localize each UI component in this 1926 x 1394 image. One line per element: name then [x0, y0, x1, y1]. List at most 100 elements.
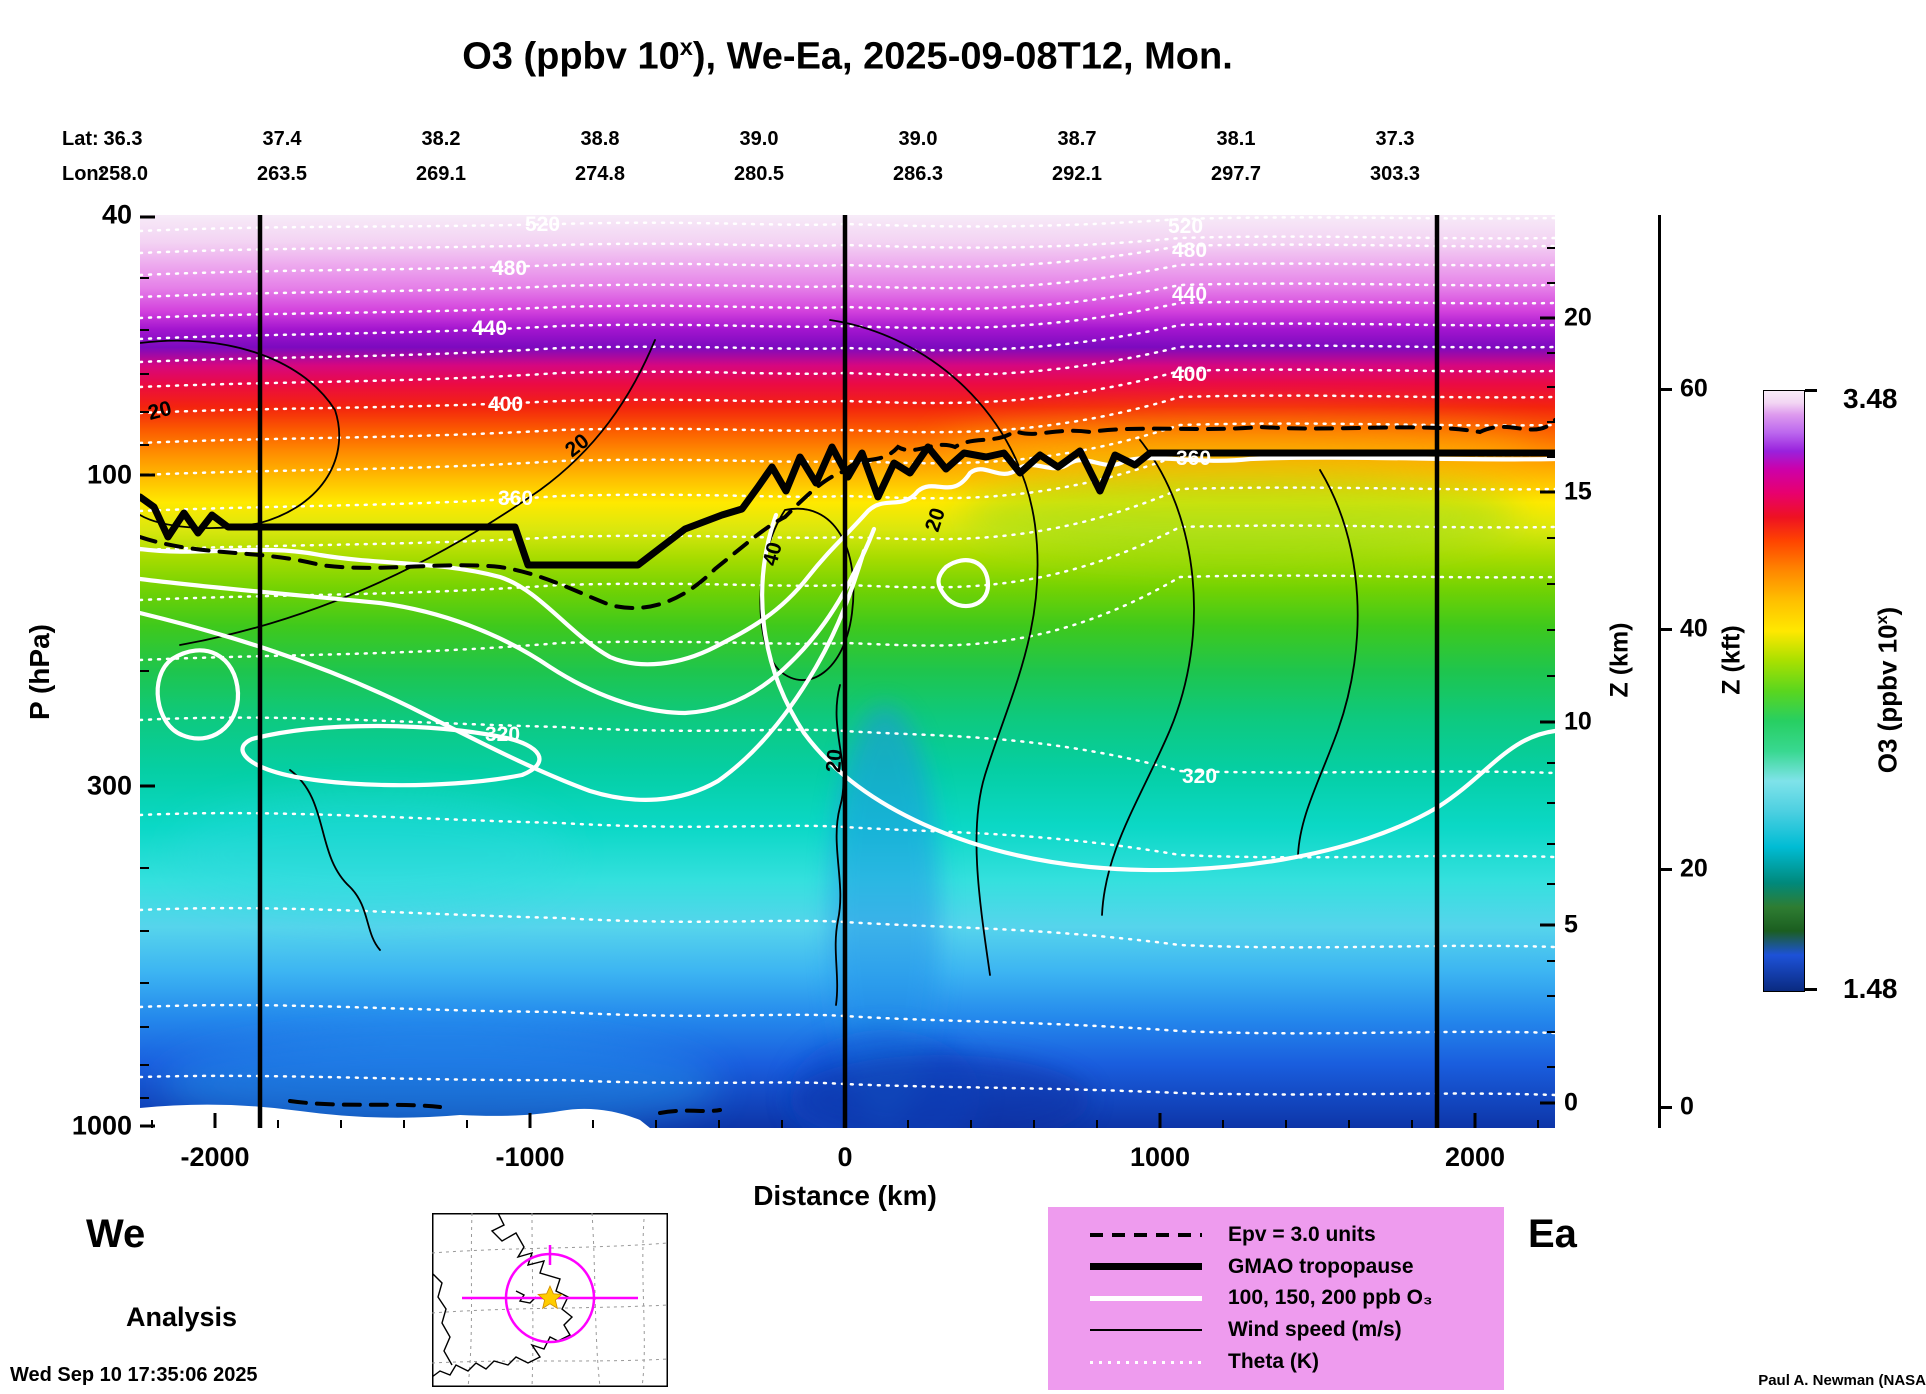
pressure-tick: 1000	[71, 1110, 132, 1141]
thick-line-icon	[1090, 1263, 1202, 1271]
pressure-tick: 40	[101, 199, 132, 230]
surface-terrain	[140, 1104, 650, 1128]
legend-row-wind: Wind speed (m/s)	[1090, 1318, 1504, 1342]
colorbar	[1763, 390, 1805, 992]
wind-contours	[140, 319, 1359, 1006]
theta-label: 360	[1176, 447, 1211, 470]
thin-line-icon	[1090, 1329, 1202, 1332]
dashed-line-icon	[1090, 1232, 1202, 1237]
colorbar-max: 3.48	[1843, 383, 1898, 414]
zkm-tick: 20	[1564, 303, 1592, 332]
zkft-axis-line	[1658, 215, 1661, 1128]
lon-value: 292.1	[1051, 163, 1103, 185]
lat-value: 38.2	[421, 128, 461, 150]
colorbar-min: 1.48	[1843, 973, 1898, 1004]
epv-contour	[140, 418, 1555, 1115]
theta-label: 400	[488, 393, 523, 416]
lon-value: 263.5	[256, 163, 308, 185]
pressure-tick: 300	[86, 770, 132, 801]
theta-label: 440	[1172, 283, 1207, 306]
lon-values-row: 258.0 263.5 269.1 274.8 280.5 286.3 292.…	[88, 163, 1430, 186]
theta-label: 360	[498, 487, 533, 510]
pressure-axis-label: P (hPa)	[24, 624, 55, 720]
theta-label: 480	[1172, 239, 1207, 262]
legend-row-ozone: 100, 150, 200 ppb O₃	[1090, 1286, 1504, 1310]
colorbar-tick-mark	[1805, 988, 1817, 991]
lon-value: 297.7	[1210, 163, 1262, 185]
theta-label: 520	[1168, 215, 1203, 238]
title-superscript: x	[679, 34, 693, 60]
white-line-icon	[1090, 1295, 1202, 1301]
distance-tick: -1000	[495, 1142, 565, 1172]
lon-value: 303.3	[1369, 163, 1421, 185]
timestamp: Wed Sep 10 17:35:06 2025	[10, 1364, 258, 1386]
theta-label: 320	[1182, 765, 1217, 788]
legend-row-epv: Epv = 3.0 units	[1090, 1223, 1504, 1247]
wind-label: 20	[146, 397, 174, 425]
east-end-label: Ea	[1528, 1212, 1577, 1256]
distance-tick: 1000	[1129, 1142, 1191, 1172]
zkm-tick: 5	[1564, 910, 1578, 939]
legend-label: 100, 150, 200 ppb O₃	[1228, 1286, 1433, 1310]
colorbar-tick-mark	[1805, 389, 1817, 392]
lat-value: 39.0	[739, 128, 779, 150]
map-graticule	[432, 1213, 668, 1387]
lat-values-row: 36.3 37.4 38.2 38.8 39.0 39.0 38.7 38.1 …	[88, 128, 1430, 151]
theta-label: 400	[1172, 363, 1207, 386]
analysis-label: Analysis	[126, 1302, 238, 1332]
cross-section-plot: 520 480 440 400 360 320 520 480 440 400 …	[140, 215, 1555, 1128]
lon-row-label: Lon:	[62, 163, 106, 185]
zkft-tick-mark	[1660, 1106, 1672, 1109]
zkm-tick: 10	[1564, 707, 1592, 736]
zkft-tick: 40	[1680, 614, 1708, 643]
lat-value: 39.0	[898, 128, 938, 150]
colorbar-label: O3 (ppbv 10x)	[1872, 606, 1903, 774]
zkm-axis-label: Z (km)	[1605, 622, 1634, 698]
pressure-tick: 100	[86, 459, 132, 490]
west-end-label: We	[86, 1212, 146, 1256]
locator-map	[432, 1213, 668, 1387]
zkft-axis-label: Z (kft)	[1717, 625, 1746, 695]
zkft-tick-mark	[1660, 388, 1672, 391]
zkft-tick: 0	[1680, 1092, 1694, 1121]
zkft-tick-mark	[1660, 868, 1672, 871]
lat-row-label: Lat:	[62, 128, 99, 150]
lon-value: 258.0	[97, 163, 149, 185]
lon-value: 269.1	[415, 163, 467, 185]
lat-value: 36.3	[103, 128, 143, 150]
axis-tick-marks	[140, 215, 1555, 1128]
meridian-reference-lines	[257, 215, 1440, 1128]
contour-value-labels: 520 480 440 400 360 320 520 480 440 400 …	[146, 215, 1217, 788]
legend-row-theta: Theta (K)	[1090, 1350, 1504, 1374]
distance-tick: 2000	[1444, 1142, 1506, 1172]
zkft-tick-mark	[1660, 628, 1672, 631]
theta-label: 480	[492, 257, 527, 280]
lon-value: 286.3	[892, 163, 944, 185]
legend-label: Wind speed (m/s)	[1228, 1318, 1402, 1342]
map-coastline	[432, 1213, 574, 1378]
theta-label: 520	[525, 215, 560, 236]
legend-label: Epv = 3.0 units	[1228, 1222, 1376, 1246]
lat-value: 38.1	[1216, 128, 1256, 150]
legend: Epv = 3.0 units GMAO tropopause 100, 150…	[1048, 1207, 1504, 1390]
lon-value: 280.5	[733, 163, 785, 185]
zkm-tick: 0	[1564, 1088, 1578, 1117]
ozone-contours	[140, 455, 1555, 873]
lat-value: 37.3	[1375, 128, 1415, 150]
wind-label: 20	[822, 748, 847, 773]
region-circle	[504, 1252, 596, 1344]
tropopause-line	[140, 443, 1555, 569]
lat-value: 38.8	[580, 128, 620, 150]
page-title: O3 (ppbv 10x), We-Ea, 2025-09-08T12, Mon…	[462, 34, 1233, 78]
theta-label: 440	[472, 317, 507, 340]
zkft-tick: 60	[1680, 374, 1708, 403]
zkm-tick: 15	[1564, 477, 1592, 506]
distance-tick: 0	[837, 1142, 853, 1172]
location-star-icon	[537, 1284, 563, 1310]
theta-label: 320	[485, 723, 520, 746]
legend-row-tropopause: GMAO tropopause	[1090, 1255, 1504, 1279]
lon-value: 274.8	[574, 163, 626, 185]
distance-axis-label: Distance (km)	[753, 1180, 937, 1211]
dotted-line-icon	[1090, 1360, 1202, 1364]
